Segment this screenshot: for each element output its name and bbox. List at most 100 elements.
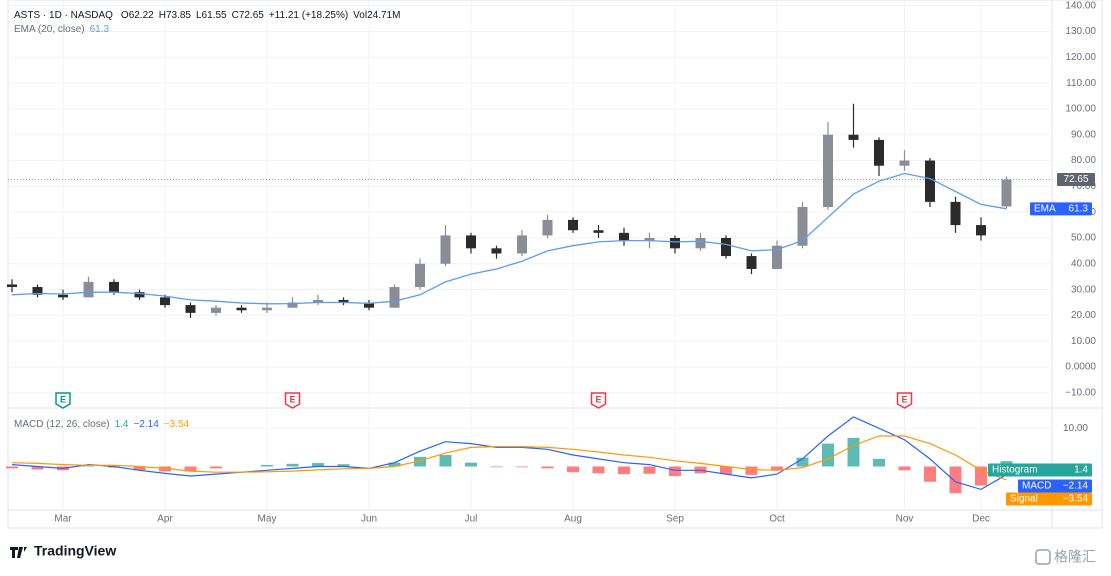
candle-body: [440, 235, 451, 264]
change: +11.21 (+18.25%): [269, 10, 348, 21]
candle-body: [134, 292, 145, 298]
x-tick-label: Aug: [564, 514, 582, 525]
candle-body: [848, 134, 859, 140]
watermark-text: 格隆汇: [1054, 549, 1096, 565]
histogram-bar: [822, 443, 834, 467]
symbol: ASTS · 1D · NASDAQ: [14, 10, 113, 21]
y-tick-label: 70.00: [1071, 181, 1096, 192]
candle-body: [338, 299, 349, 303]
histogram-bar: [388, 462, 401, 467]
grid: [8, 0, 1052, 510]
candle-body: [211, 307, 221, 313]
candle-body: [619, 232, 629, 241]
ohlc-label: C: [232, 10, 239, 21]
y-tick-label: 0.0000: [1065, 362, 1096, 373]
earnings-label: E: [595, 394, 601, 404]
hist-value: 1.4: [115, 419, 129, 430]
watermark: 格隆汇: [1035, 549, 1096, 565]
candle-body: [568, 219, 578, 231]
candle-body: [389, 287, 400, 308]
candle-body: [58, 294, 68, 298]
ohlc-label: H: [159, 10, 166, 21]
histogram-bar: [618, 466, 630, 475]
histogram-bar: [924, 466, 936, 482]
histogram-bar: [312, 463, 324, 467]
histogram-bar: [669, 466, 681, 477]
histogram-bar: [82, 465, 95, 467]
y-tick-label: 120.00: [1065, 52, 1096, 63]
histogram-bar: [873, 458, 885, 467]
histogram-bar: [184, 466, 197, 472]
histogram-bar: [210, 466, 222, 469]
earnings-marker: [896, 392, 913, 409]
earnings-label: E: [901, 394, 907, 404]
candle-body: [287, 302, 298, 308]
candle-body: [1001, 179, 1012, 207]
candle-body: [517, 235, 527, 254]
candle-body: [160, 297, 170, 306]
histogram-bar: [745, 466, 758, 475]
ohlc-label: O: [121, 10, 129, 21]
ohlc-value: 62.22: [129, 10, 154, 21]
histogram-bar: [975, 466, 987, 486]
x-tick-label: Apr: [157, 514, 173, 525]
macd-tag-name: Histogram: [992, 465, 1038, 476]
macd-tag-value: −3.54: [1063, 494, 1089, 505]
histogram-bar: [6, 466, 18, 469]
y-tick-label: 40.00: [1071, 258, 1096, 269]
earnings-marker: [590, 392, 607, 409]
earnings-marker: [55, 392, 71, 409]
histogram-bar: [490, 466, 503, 468]
histogram-bar: [31, 466, 44, 470]
candle-body: [925, 160, 935, 202]
ema-line: [11, 172, 1007, 305]
ohlc-value: 73.85: [166, 10, 191, 21]
macd-name: MACD (12, 26, close): [14, 419, 110, 430]
x-tick-label: Jul: [465, 514, 478, 525]
candle-body: [721, 237, 731, 257]
macd-value: −3.54: [164, 419, 190, 430]
histogram-bar: [465, 462, 477, 467]
earnings-marker: [284, 392, 301, 409]
x-tick-label: Oct: [769, 514, 785, 525]
candle-body: [415, 263, 425, 288]
y-tick-label: 130.00: [1065, 26, 1096, 37]
candle-body: [797, 207, 808, 246]
candle-body: [593, 230, 604, 233]
histogram-bar: [337, 464, 350, 467]
candle-body: [874, 139, 884, 166]
y-tick-label: 10.00: [1063, 423, 1088, 434]
y-tick-label: 140.00: [1065, 0, 1096, 11]
ema-tag: EMA: [1034, 203, 1056, 214]
y-tick-label: −10.00: [1065, 388, 1096, 399]
candle-body: [109, 281, 119, 293]
histogram-bar: [847, 437, 860, 467]
histogram-bar: [261, 464, 273, 467]
price-tag: [1030, 202, 1092, 216]
x-tick-label: Sep: [666, 514, 684, 525]
candle-body: [262, 307, 272, 311]
ema-name: EMA (20, close): [14, 24, 85, 35]
labels: 140.00 130.00 120.00 110.00 100.00 90.00 80.00…: [14, 0, 1096, 524]
candle-body: [236, 307, 247, 311]
macd-tag-value: −2.14: [1063, 481, 1089, 492]
histogram-bar: [720, 466, 732, 475]
y-tick-label: 20.00: [1071, 310, 1096, 321]
macd-line: [11, 435, 1007, 481]
histogram-bar: [414, 456, 426, 467]
histogram-bar: [516, 466, 528, 468]
candle-body: [950, 201, 961, 226]
price-tag: [1006, 492, 1092, 506]
histogram-bar: [541, 466, 554, 469]
candle-body: [976, 225, 986, 236]
candle-body: [7, 284, 17, 288]
macd-value: −2.14: [134, 419, 160, 430]
volume: 24.71M: [367, 10, 400, 21]
watermark-icon: [1035, 549, 1051, 565]
x-tick-label: May: [258, 514, 277, 525]
candle-body: [644, 237, 655, 241]
price-tag: [1018, 479, 1092, 493]
candle-body: [670, 237, 680, 249]
